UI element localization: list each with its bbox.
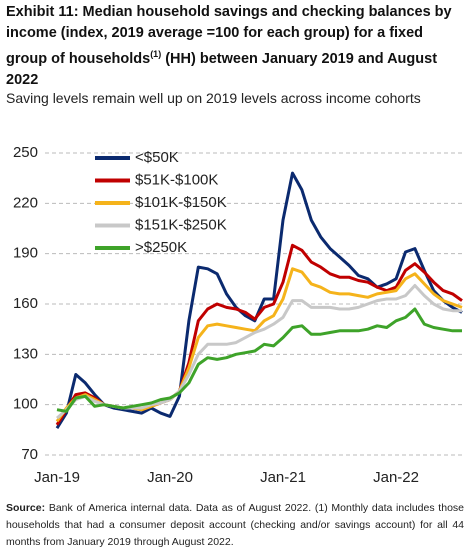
chart-title: Exhibit 11: Median household savings and… [6,2,464,91]
legend-label: $101K-$150K [135,194,227,211]
series-line [56,284,462,420]
title-text: (HH) between January 2019 and August 202… [6,50,438,88]
y-tick-label: 70 [21,446,38,463]
legend-label: $51K-$100K [135,171,218,188]
series-line [55,171,463,429]
series-line [55,243,463,426]
y-tick-label: 100 [13,396,38,413]
y-tick-label: 190 [13,245,38,262]
legend-label: $151K-$250K [135,216,227,233]
x-tick-label: Jan-21 [260,469,306,486]
y-tick-label: 250 [13,144,38,161]
source-text: Bank of America internal data. Data as o… [6,502,464,548]
series-line [55,267,463,423]
source-label: Source: [6,502,46,514]
series-line [56,307,462,413]
title-note: (1) [150,49,162,59]
source: Source: Bank of America internal data. D… [6,500,464,551]
x-tick-label: Jan-20 [147,469,193,486]
x-tick-label: Jan-19 [34,469,80,486]
title-text: Exhibit 11: Median household savings and… [6,4,452,67]
y-tick-label: 220 [13,194,38,211]
subtitle: Saving levels remain well up on 2019 lev… [6,90,421,106]
legend-label: <$50K [135,149,179,166]
y-tick-label: 130 [13,345,38,362]
x-tick-label: Jan-22 [373,469,419,486]
y-tick-label: 160 [13,295,38,312]
legend-label: >$250K [135,239,187,256]
